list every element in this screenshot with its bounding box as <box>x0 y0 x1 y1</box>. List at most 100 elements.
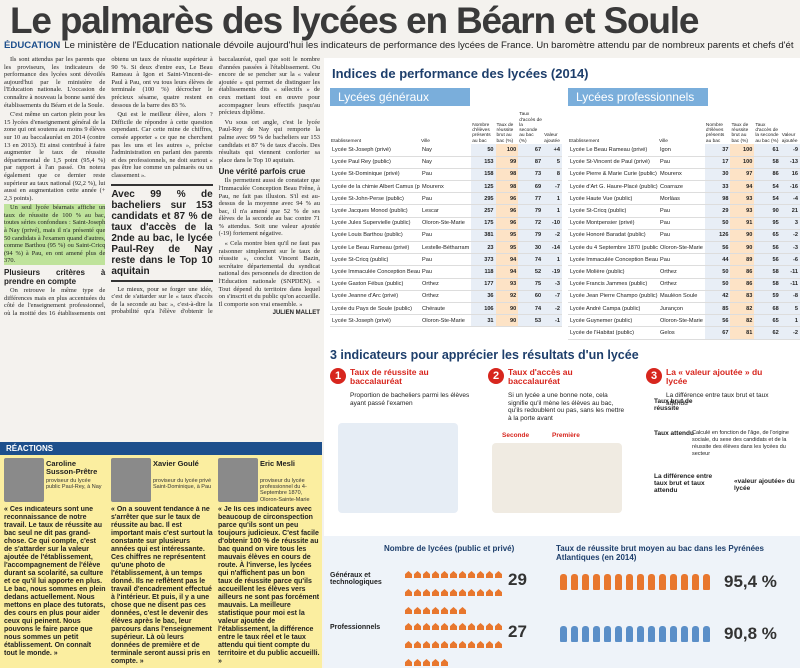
standfirst: ÉDUCATION Le ministère de l'Education nat… <box>4 40 794 51</box>
table: Etablissement Ville Nombre d'élèves présen… <box>568 106 800 340</box>
cell: Lycée Molière (public) <box>568 265 658 279</box>
cell: 126 <box>704 229 731 243</box>
cell: 61 <box>754 144 781 157</box>
cell: 94 <box>495 265 519 279</box>
cell: -11 <box>780 278 800 291</box>
cell: 31 <box>471 314 496 328</box>
house-icon <box>459 571 466 578</box>
cell: 37 <box>704 144 731 157</box>
table-block: Lycées généraux Etablissement Ville Nombre … <box>330 88 562 328</box>
indicator-title: Taux de réussite au baccalauréat <box>350 367 429 386</box>
cell: Pau <box>420 229 472 243</box>
cell: Lycée du 4 Septembre 1870 (public) <box>568 241 658 255</box>
rubric: ÉDUCATION <box>4 40 61 51</box>
cell: 74 <box>518 302 544 316</box>
cell: -7 <box>543 180 562 194</box>
paragraph: Le mieux, pour se forger une idée, c'est… <box>111 56 320 316</box>
cell: Lycée Haute Vue (public) <box>568 192 658 206</box>
cell: 58 <box>754 156 781 169</box>
row: Lycée Francis Jammes (public) Orthez 50 86 5… <box>568 278 800 291</box>
person-icon <box>670 574 677 590</box>
cell: Lycée de l'Habitat (public) <box>568 326 658 340</box>
cell: 98 <box>495 168 519 182</box>
cell: 93 <box>730 192 755 206</box>
cell: Orthez <box>658 265 705 279</box>
cell: 96 <box>495 217 519 230</box>
photo <box>111 458 151 502</box>
row: Lycée Jacques Monod (public) Lescar 257 96 7… <box>330 204 562 218</box>
header-row: Etablissement Ville Nombre d'élèves présen… <box>330 106 562 144</box>
column-header: Valeur ajoutée <box>781 133 798 144</box>
header-row: Etablissement Ville Nombre d'élèves présen… <box>568 106 800 144</box>
column-header: Taux d'accès de la seconde au bac (%) <box>519 112 542 144</box>
row: Lycée Pierre & Marie Curie (public) Moure… <box>568 168 800 182</box>
cell: -2 <box>543 302 562 316</box>
house-icon <box>432 589 439 596</box>
cell: -19 <box>543 265 562 279</box>
illustration <box>492 443 622 513</box>
count-value: 27 <box>508 622 527 641</box>
cell: Lycée St-Vincent de Paul (privé) <box>568 156 658 169</box>
house-icon <box>441 571 448 578</box>
row: Lycée André Campa (public) Jurançon 85 82 68… <box>568 302 800 316</box>
cell: 77 <box>518 192 544 206</box>
infographic-title: Indices de performance des lycées (2014) <box>332 66 589 81</box>
cell: -1 <box>543 314 562 328</box>
cell: 94 <box>495 253 519 267</box>
cell: -11 <box>780 265 800 279</box>
article: Ils sont attendus par les parents que le… <box>4 56 320 440</box>
cell: Lycée Guynemer (public) <box>568 314 658 328</box>
cell: 58 <box>754 278 781 291</box>
indicator-text: La différence entre taux brut et taux at… <box>666 392 769 407</box>
pull-quote: Avec 99 % de bacheliers sur 153 candidat… <box>111 183 213 282</box>
person-name: Xavier Goulé <box>153 459 199 468</box>
row: Lycée St-John-Perse (public) Pau 295 96 77 1 <box>330 192 562 206</box>
formula-text: Taux brut de réussite <box>654 398 693 412</box>
row: Lycée de la chimie Albert Camus (public)… <box>330 180 562 194</box>
row: Lycée Immaculée Conception Beau Frêne (p… <box>330 265 562 279</box>
cell: 56 <box>754 253 781 267</box>
cell: 1 <box>543 253 562 267</box>
house-icon <box>432 641 439 648</box>
column-header: Ville <box>421 138 430 144</box>
person-icon <box>692 574 699 590</box>
column-header: Valeur ajoutée <box>544 133 560 144</box>
person-icon <box>626 574 633 590</box>
row: Lycée Le Beau Rameau (privé) Igon 37 100 61-… <box>568 144 800 157</box>
cell: 62 <box>754 326 781 340</box>
cell: Lycée Le Beau Rameau (privé) <box>568 144 658 157</box>
row: Lycée St-Cricq (public) Pau 29 93 90 21 <box>568 204 800 218</box>
cell: 56 <box>704 314 731 328</box>
indicator-number: 3 <box>646 368 662 384</box>
house-icon <box>423 607 430 614</box>
count-label: Professionnels <box>330 624 381 631</box>
house-icon <box>468 641 475 648</box>
count-value: 29 <box>508 570 527 589</box>
cell: Mourenx <box>420 180 472 194</box>
cell: Lycée Jacques Monod (public) <box>330 204 420 218</box>
cell: 82 <box>730 302 755 316</box>
person-name: Eric Mesli <box>260 459 296 468</box>
column-header: Taux de réussite brut au bac (%) <box>731 122 749 144</box>
column-header: Nombre d'élèves présents au bac <box>705 122 725 144</box>
count-icons <box>404 566 504 620</box>
cell: Lycée Le Beau Rameau (privé) <box>330 241 420 255</box>
house-icon <box>423 571 430 578</box>
cell: 87 <box>518 156 544 169</box>
cell: Lycée Louis Barthou (public) <box>330 229 420 243</box>
cell: 90 <box>754 204 781 218</box>
paragraph: Ils sont attendus par les parents que le… <box>4 56 106 109</box>
person-icon <box>670 626 677 642</box>
cell: 97 <box>730 168 755 182</box>
cell: Lycée St-Joseph (privé) <box>330 144 420 157</box>
house-icon <box>468 623 475 630</box>
indicator-title: Taux d'accès au baccalauréat <box>508 367 573 386</box>
house-icon <box>495 589 502 596</box>
cell: 79 <box>518 229 544 243</box>
row: Lycée St-Joseph (privé) Nay 50 100 67 +4 <box>330 144 562 157</box>
formula-text: «valeur ajoutée» du lycée <box>734 478 795 492</box>
cell: Lycée André Campa (public) <box>568 302 658 316</box>
cell: Orthez <box>420 290 472 303</box>
house-icon <box>414 571 421 578</box>
cell: -16 <box>780 180 800 194</box>
